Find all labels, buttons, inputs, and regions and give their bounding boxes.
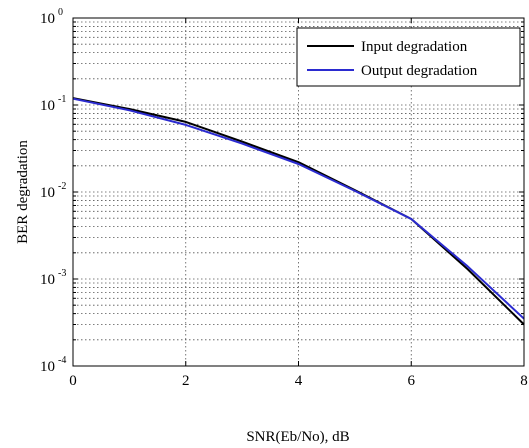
x-tick-label: 0 [69,373,77,389]
series-line-input-degradation [72,97,525,326]
y-tick-label-exponent: -1 [58,94,66,105]
y-tick-label-exponent: -4 [58,355,66,366]
x-tick-label: 8 [520,373,528,389]
x-tick-label: 4 [295,373,303,389]
legend-label: Output degradation [361,63,478,79]
series-line-output-degradation [72,97,525,320]
x-tick-label: 6 [408,373,416,389]
y-tick-label: 10 [40,272,55,288]
legend-box [296,27,521,87]
y-tick-label-exponent: -3 [58,268,66,279]
x-tick-labels: 0 2 4 6 8 [69,373,528,389]
y-tick-label-exponent: 0 [58,7,63,18]
legend-label: Input degradation [361,39,468,55]
x-tick-label: 2 [182,373,190,389]
y-tick-label: 10 [40,185,55,201]
y-tick-label: 10 [40,11,55,27]
y-tick-label: 10 [40,359,55,375]
series-layer [72,97,525,326]
x-axis-label: SNR(Eb/No), dB [246,429,349,445]
tick-marks [72,17,525,367]
y-axis-label: BER degradation [15,140,31,244]
legend: Input degradation Output degradation [296,27,521,87]
y-tick-label-exponent: -2 [58,181,66,192]
y-tick-label: 10 [40,98,55,114]
